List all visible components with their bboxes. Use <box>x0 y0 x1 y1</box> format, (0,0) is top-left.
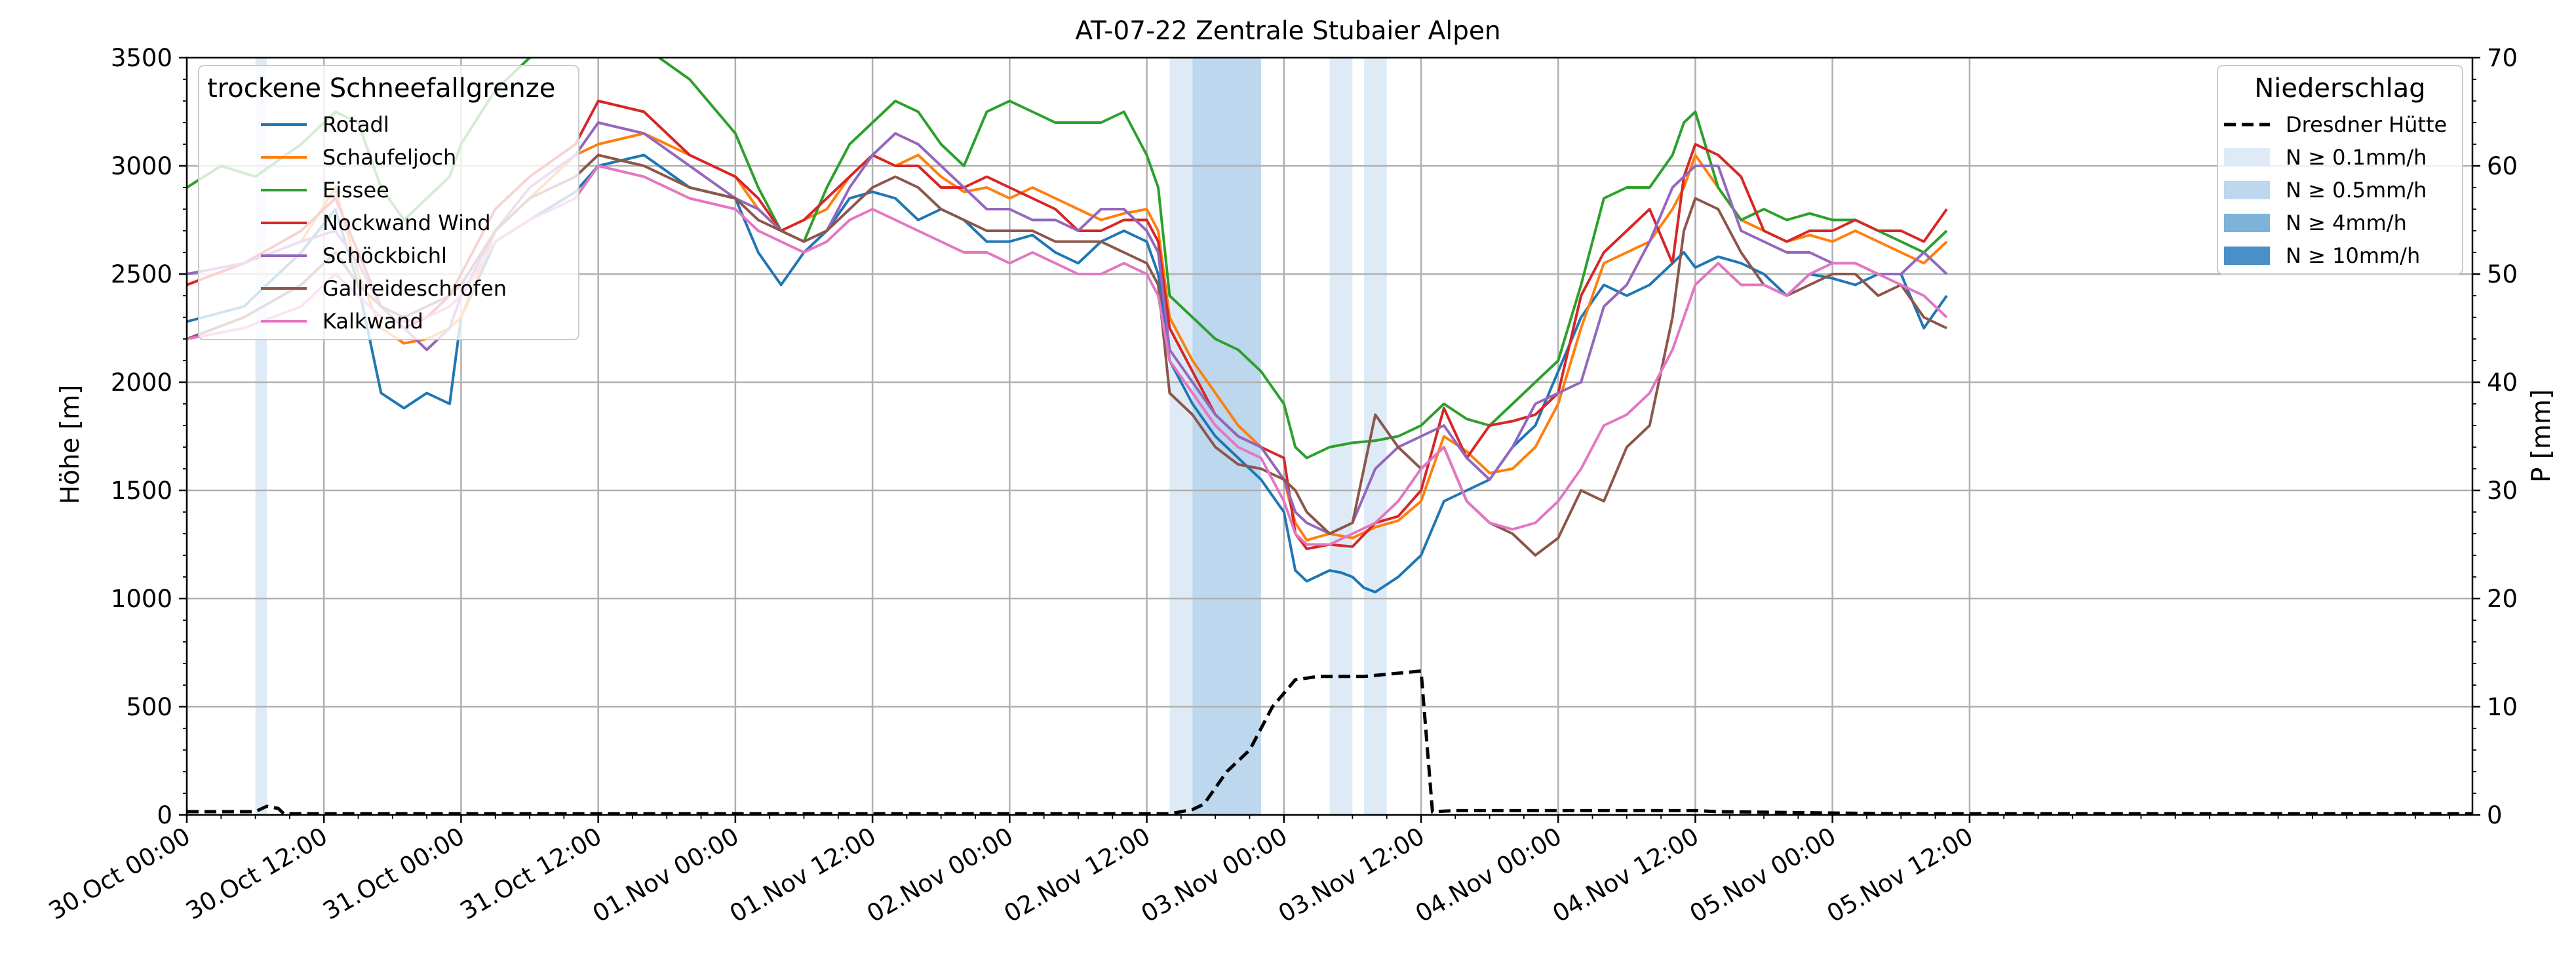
series-line-eissee <box>187 58 1948 460</box>
legend-label-1: Schaufeljoch <box>322 145 456 170</box>
legend-band-swatch-2 <box>2224 214 2270 232</box>
legend-right-box <box>2217 65 2463 275</box>
y-right-tick-label-5: 50 <box>2487 260 2518 288</box>
chart-title: AT-07-22 Zentrale Stubaier Alpen <box>1075 16 1500 46</box>
y-left-tick-label-1: 500 <box>126 693 172 721</box>
y-right-tick-label-6: 60 <box>2487 152 2518 180</box>
y-axis-left-title: Höhe [m] <box>56 385 85 505</box>
legend-right-title: Niederschlag <box>2254 73 2425 104</box>
y-left-tick-label-5: 2500 <box>111 260 172 288</box>
y-left-tick-label-3: 1500 <box>111 477 172 505</box>
y-right-tick-label-7: 70 <box>2487 44 2518 72</box>
legend-precip-label: Dresdner Hütte <box>2286 112 2447 137</box>
precip-line-dresdner-huette <box>187 669 2472 815</box>
y-left-tick-label-0: 0 <box>157 801 172 829</box>
y-right-tick-label-3: 30 <box>2487 477 2518 505</box>
y-left-tick-label-2: 1000 <box>111 585 172 613</box>
legend-band-label-2: N ≥ 4mm/h <box>2286 210 2407 235</box>
legend-band-label-1: N ≥ 0.5mm/h <box>2286 178 2427 203</box>
legend-label-3: Nockwand Wind <box>322 210 491 235</box>
legend-label-6: Kalkwand <box>322 309 423 334</box>
legend-band-swatch-0 <box>2224 148 2270 167</box>
plot-frame <box>185 56 2474 816</box>
y-left-tick-label-6: 3000 <box>111 152 172 180</box>
y-right-tick-label-2: 20 <box>2487 585 2518 613</box>
legend-left-box <box>198 65 579 340</box>
legend-label-2: Eissee <box>322 178 389 203</box>
y-right-tick-label-1: 10 <box>2487 693 2518 721</box>
y-right-tick-label-0: 0 <box>2487 801 2503 829</box>
y-right-tick-label-4: 40 <box>2487 368 2518 397</box>
legend-label-0: Rotadl <box>322 112 389 137</box>
legend-snowfall: trockene Schneefallgrenze Rotadl Schaufelj… <box>198 65 579 340</box>
legend-label-4: Schöckbichl <box>322 243 447 268</box>
legend-label-5: Gallreideschrofen <box>322 276 507 301</box>
precip-band-4 <box>1363 58 1387 815</box>
legend-band-swatch-3 <box>2224 247 2270 265</box>
legend-left-title: trockene Schneefallgrenze <box>207 73 555 104</box>
y-left-tick-label-4: 2000 <box>111 368 172 397</box>
legend-band-swatch-1 <box>2224 181 2270 199</box>
legend-band-label-0: N ≥ 0.1mm/h <box>2286 145 2427 170</box>
y-axis-right-title: P [mm] <box>2527 389 2556 483</box>
legend-band-label-3: N ≥ 10mm/h <box>2286 243 2420 268</box>
y-left-tick-label-7: 3500 <box>111 44 172 72</box>
precip-band-3 <box>1329 58 1353 815</box>
precip-band-1 <box>1169 58 1193 815</box>
legend-precipitation: Niederschlag Dresdner Hütte N ≥ 0.1mm/h N ≥… <box>2217 65 2463 275</box>
